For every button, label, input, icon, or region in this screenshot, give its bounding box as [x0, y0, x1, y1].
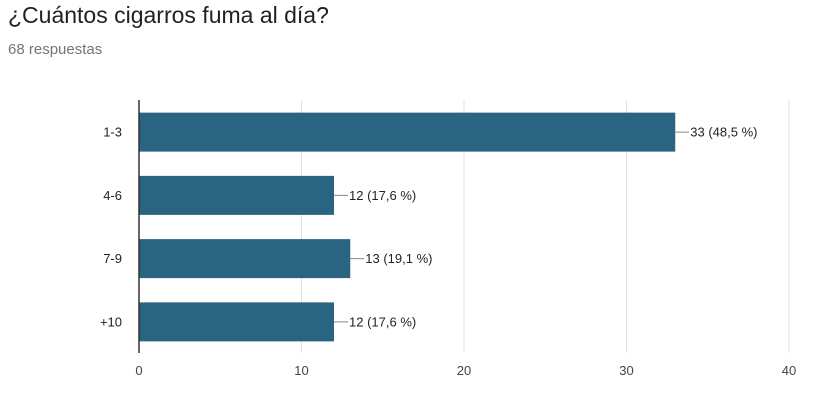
x-tick-label: 30: [619, 363, 633, 378]
bar-79: [139, 239, 351, 279]
data-label: 13 (19,1 %): [365, 251, 432, 266]
bar-13: [139, 112, 676, 152]
category-label: 7-9: [103, 251, 122, 266]
x-tick-label: 20: [457, 363, 471, 378]
x-tick-label: 10: [294, 363, 308, 378]
category-label: 1-3: [103, 125, 122, 140]
response-count: 68 respuestas: [8, 41, 103, 58]
category-label: +10: [100, 314, 122, 329]
x-tick-label: 40: [782, 363, 796, 378]
chart-title: ¿Cuántos cigarros fuma al día?: [8, 2, 329, 28]
bar-10: [139, 302, 334, 342]
x-tick-label: 0: [135, 363, 142, 378]
bar-46: [139, 175, 334, 215]
category-label: 4-6: [103, 188, 122, 203]
data-label: 12 (17,6 %): [349, 314, 416, 329]
data-label: 12 (17,6 %): [349, 188, 416, 203]
data-label: 33 (48,5 %): [690, 125, 757, 140]
